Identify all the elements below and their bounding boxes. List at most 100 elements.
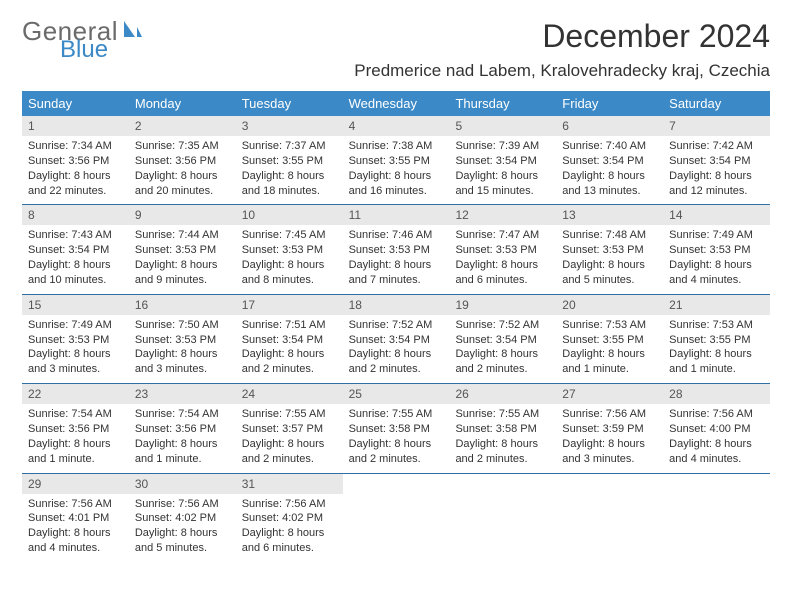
detail-line: Sunrise: 7:55 AM (349, 407, 444, 422)
title-block: December 2024 Predmerice nad Labem, Kral… (354, 18, 770, 81)
detail-line: Sunrise: 7:47 AM (455, 228, 550, 243)
day-number: 7 (663, 116, 770, 136)
detail-line: Sunset: 3:53 PM (242, 243, 337, 258)
day-cell: 5Sunrise: 7:39 AMSunset: 3:54 PMDaylight… (449, 116, 556, 204)
detail-line: Sunset: 3:57 PM (242, 422, 337, 437)
week-row: 29Sunrise: 7:56 AMSunset: 4:01 PMDayligh… (22, 473, 770, 562)
day-details: Sunrise: 7:47 AMSunset: 3:53 PMDaylight:… (449, 225, 556, 293)
day-cell: 24Sunrise: 7:55 AMSunset: 3:57 PMDayligh… (236, 384, 343, 472)
day-number: 9 (129, 205, 236, 225)
detail-line: Sunrise: 7:52 AM (455, 318, 550, 333)
weekday-header: Monday (129, 91, 236, 116)
detail-line: Daylight: 8 hours (242, 526, 337, 541)
detail-line: Sunset: 3:54 PM (562, 154, 657, 169)
detail-line: Sunrise: 7:37 AM (242, 139, 337, 154)
day-details: Sunrise: 7:55 AMSunset: 3:57 PMDaylight:… (236, 404, 343, 472)
day-cell: 26Sunrise: 7:55 AMSunset: 3:58 PMDayligh… (449, 384, 556, 472)
detail-line: and 5 minutes. (135, 541, 230, 556)
day-number: 23 (129, 384, 236, 404)
weekday-header: Thursday (449, 91, 556, 116)
detail-line: Daylight: 8 hours (455, 169, 550, 184)
detail-line: and 13 minutes. (562, 184, 657, 199)
day-cell: 10Sunrise: 7:45 AMSunset: 3:53 PMDayligh… (236, 205, 343, 293)
day-cell: 13Sunrise: 7:48 AMSunset: 3:53 PMDayligh… (556, 205, 663, 293)
detail-line: and 1 minute. (28, 452, 123, 467)
detail-line: Daylight: 8 hours (242, 258, 337, 273)
detail-line: Daylight: 8 hours (135, 169, 230, 184)
weekday-header: Sunday (22, 91, 129, 116)
detail-line: and 1 minute. (562, 362, 657, 377)
detail-line: and 2 minutes. (455, 362, 550, 377)
day-number: 3 (236, 116, 343, 136)
detail-line: Daylight: 8 hours (28, 169, 123, 184)
day-number: 13 (556, 205, 663, 225)
detail-line: and 4 minutes. (669, 452, 764, 467)
day-details: Sunrise: 7:55 AMSunset: 3:58 PMDaylight:… (449, 404, 556, 472)
detail-line: and 4 minutes. (669, 273, 764, 288)
day-details: Sunrise: 7:37 AMSunset: 3:55 PMDaylight:… (236, 136, 343, 204)
detail-line: Sunset: 3:53 PM (28, 333, 123, 348)
detail-line: Daylight: 8 hours (562, 347, 657, 362)
day-cell: 8Sunrise: 7:43 AMSunset: 3:54 PMDaylight… (22, 205, 129, 293)
detail-line: Daylight: 8 hours (455, 437, 550, 452)
day-details: Sunrise: 7:56 AMSunset: 4:01 PMDaylight:… (22, 494, 129, 562)
day-details: Sunrise: 7:56 AMSunset: 3:59 PMDaylight:… (556, 404, 663, 472)
detail-line: Daylight: 8 hours (28, 437, 123, 452)
detail-line: Sunrise: 7:48 AM (562, 228, 657, 243)
detail-line: and 2 minutes. (455, 452, 550, 467)
detail-line: Sunset: 3:54 PM (669, 154, 764, 169)
day-number: 29 (22, 474, 129, 494)
day-cell: 1Sunrise: 7:34 AMSunset: 3:56 PMDaylight… (22, 116, 129, 204)
detail-line: Sunset: 3:53 PM (135, 333, 230, 348)
detail-line: Sunrise: 7:45 AM (242, 228, 337, 243)
logo: General Blue (22, 18, 142, 62)
day-details: Sunrise: 7:39 AMSunset: 3:54 PMDaylight:… (449, 136, 556, 204)
detail-line: Sunset: 4:00 PM (669, 422, 764, 437)
detail-line: Sunrise: 7:44 AM (135, 228, 230, 243)
day-cell: 23Sunrise: 7:54 AMSunset: 3:56 PMDayligh… (129, 384, 236, 472)
detail-line: and 7 minutes. (349, 273, 444, 288)
detail-line: Daylight: 8 hours (135, 347, 230, 362)
detail-line: Sunset: 3:58 PM (455, 422, 550, 437)
day-cell: 6Sunrise: 7:40 AMSunset: 3:54 PMDaylight… (556, 116, 663, 204)
day-number: 12 (449, 205, 556, 225)
day-number: 5 (449, 116, 556, 136)
detail-line: Sunrise: 7:50 AM (135, 318, 230, 333)
detail-line: Daylight: 8 hours (28, 258, 123, 273)
detail-line: Daylight: 8 hours (349, 347, 444, 362)
detail-line: Daylight: 8 hours (28, 347, 123, 362)
detail-line: Sunrise: 7:56 AM (562, 407, 657, 422)
detail-line: Daylight: 8 hours (135, 437, 230, 452)
day-cell: 19Sunrise: 7:52 AMSunset: 3:54 PMDayligh… (449, 295, 556, 383)
detail-line: Sunset: 3:58 PM (349, 422, 444, 437)
day-number: 15 (22, 295, 129, 315)
empty-cell (449, 474, 556, 562)
detail-line: Sunset: 3:55 PM (242, 154, 337, 169)
detail-line: Sunrise: 7:56 AM (242, 497, 337, 512)
day-cell: 18Sunrise: 7:52 AMSunset: 3:54 PMDayligh… (343, 295, 450, 383)
day-details: Sunrise: 7:46 AMSunset: 3:53 PMDaylight:… (343, 225, 450, 293)
detail-line: Daylight: 8 hours (455, 347, 550, 362)
day-number: 25 (343, 384, 450, 404)
detail-line: Sunrise: 7:54 AM (135, 407, 230, 422)
detail-line: and 6 minutes. (242, 541, 337, 556)
day-cell: 29Sunrise: 7:56 AMSunset: 4:01 PMDayligh… (22, 474, 129, 562)
detail-line: and 18 minutes. (242, 184, 337, 199)
day-details: Sunrise: 7:55 AMSunset: 3:58 PMDaylight:… (343, 404, 450, 472)
detail-line: Sunset: 3:53 PM (562, 243, 657, 258)
detail-line: Sunset: 3:53 PM (349, 243, 444, 258)
detail-line: and 10 minutes. (28, 273, 123, 288)
day-details: Sunrise: 7:34 AMSunset: 3:56 PMDaylight:… (22, 136, 129, 204)
day-cell: 15Sunrise: 7:49 AMSunset: 3:53 PMDayligh… (22, 295, 129, 383)
detail-line: Sunrise: 7:55 AM (455, 407, 550, 422)
day-cell: 17Sunrise: 7:51 AMSunset: 3:54 PMDayligh… (236, 295, 343, 383)
detail-line: and 2 minutes. (349, 362, 444, 377)
day-number: 1 (22, 116, 129, 136)
day-details: Sunrise: 7:52 AMSunset: 3:54 PMDaylight:… (449, 315, 556, 383)
detail-line: Sunrise: 7:35 AM (135, 139, 230, 154)
detail-line: Sunset: 3:56 PM (28, 154, 123, 169)
day-number: 8 (22, 205, 129, 225)
day-cell: 12Sunrise: 7:47 AMSunset: 3:53 PMDayligh… (449, 205, 556, 293)
day-cell: 2Sunrise: 7:35 AMSunset: 3:56 PMDaylight… (129, 116, 236, 204)
day-number: 14 (663, 205, 770, 225)
